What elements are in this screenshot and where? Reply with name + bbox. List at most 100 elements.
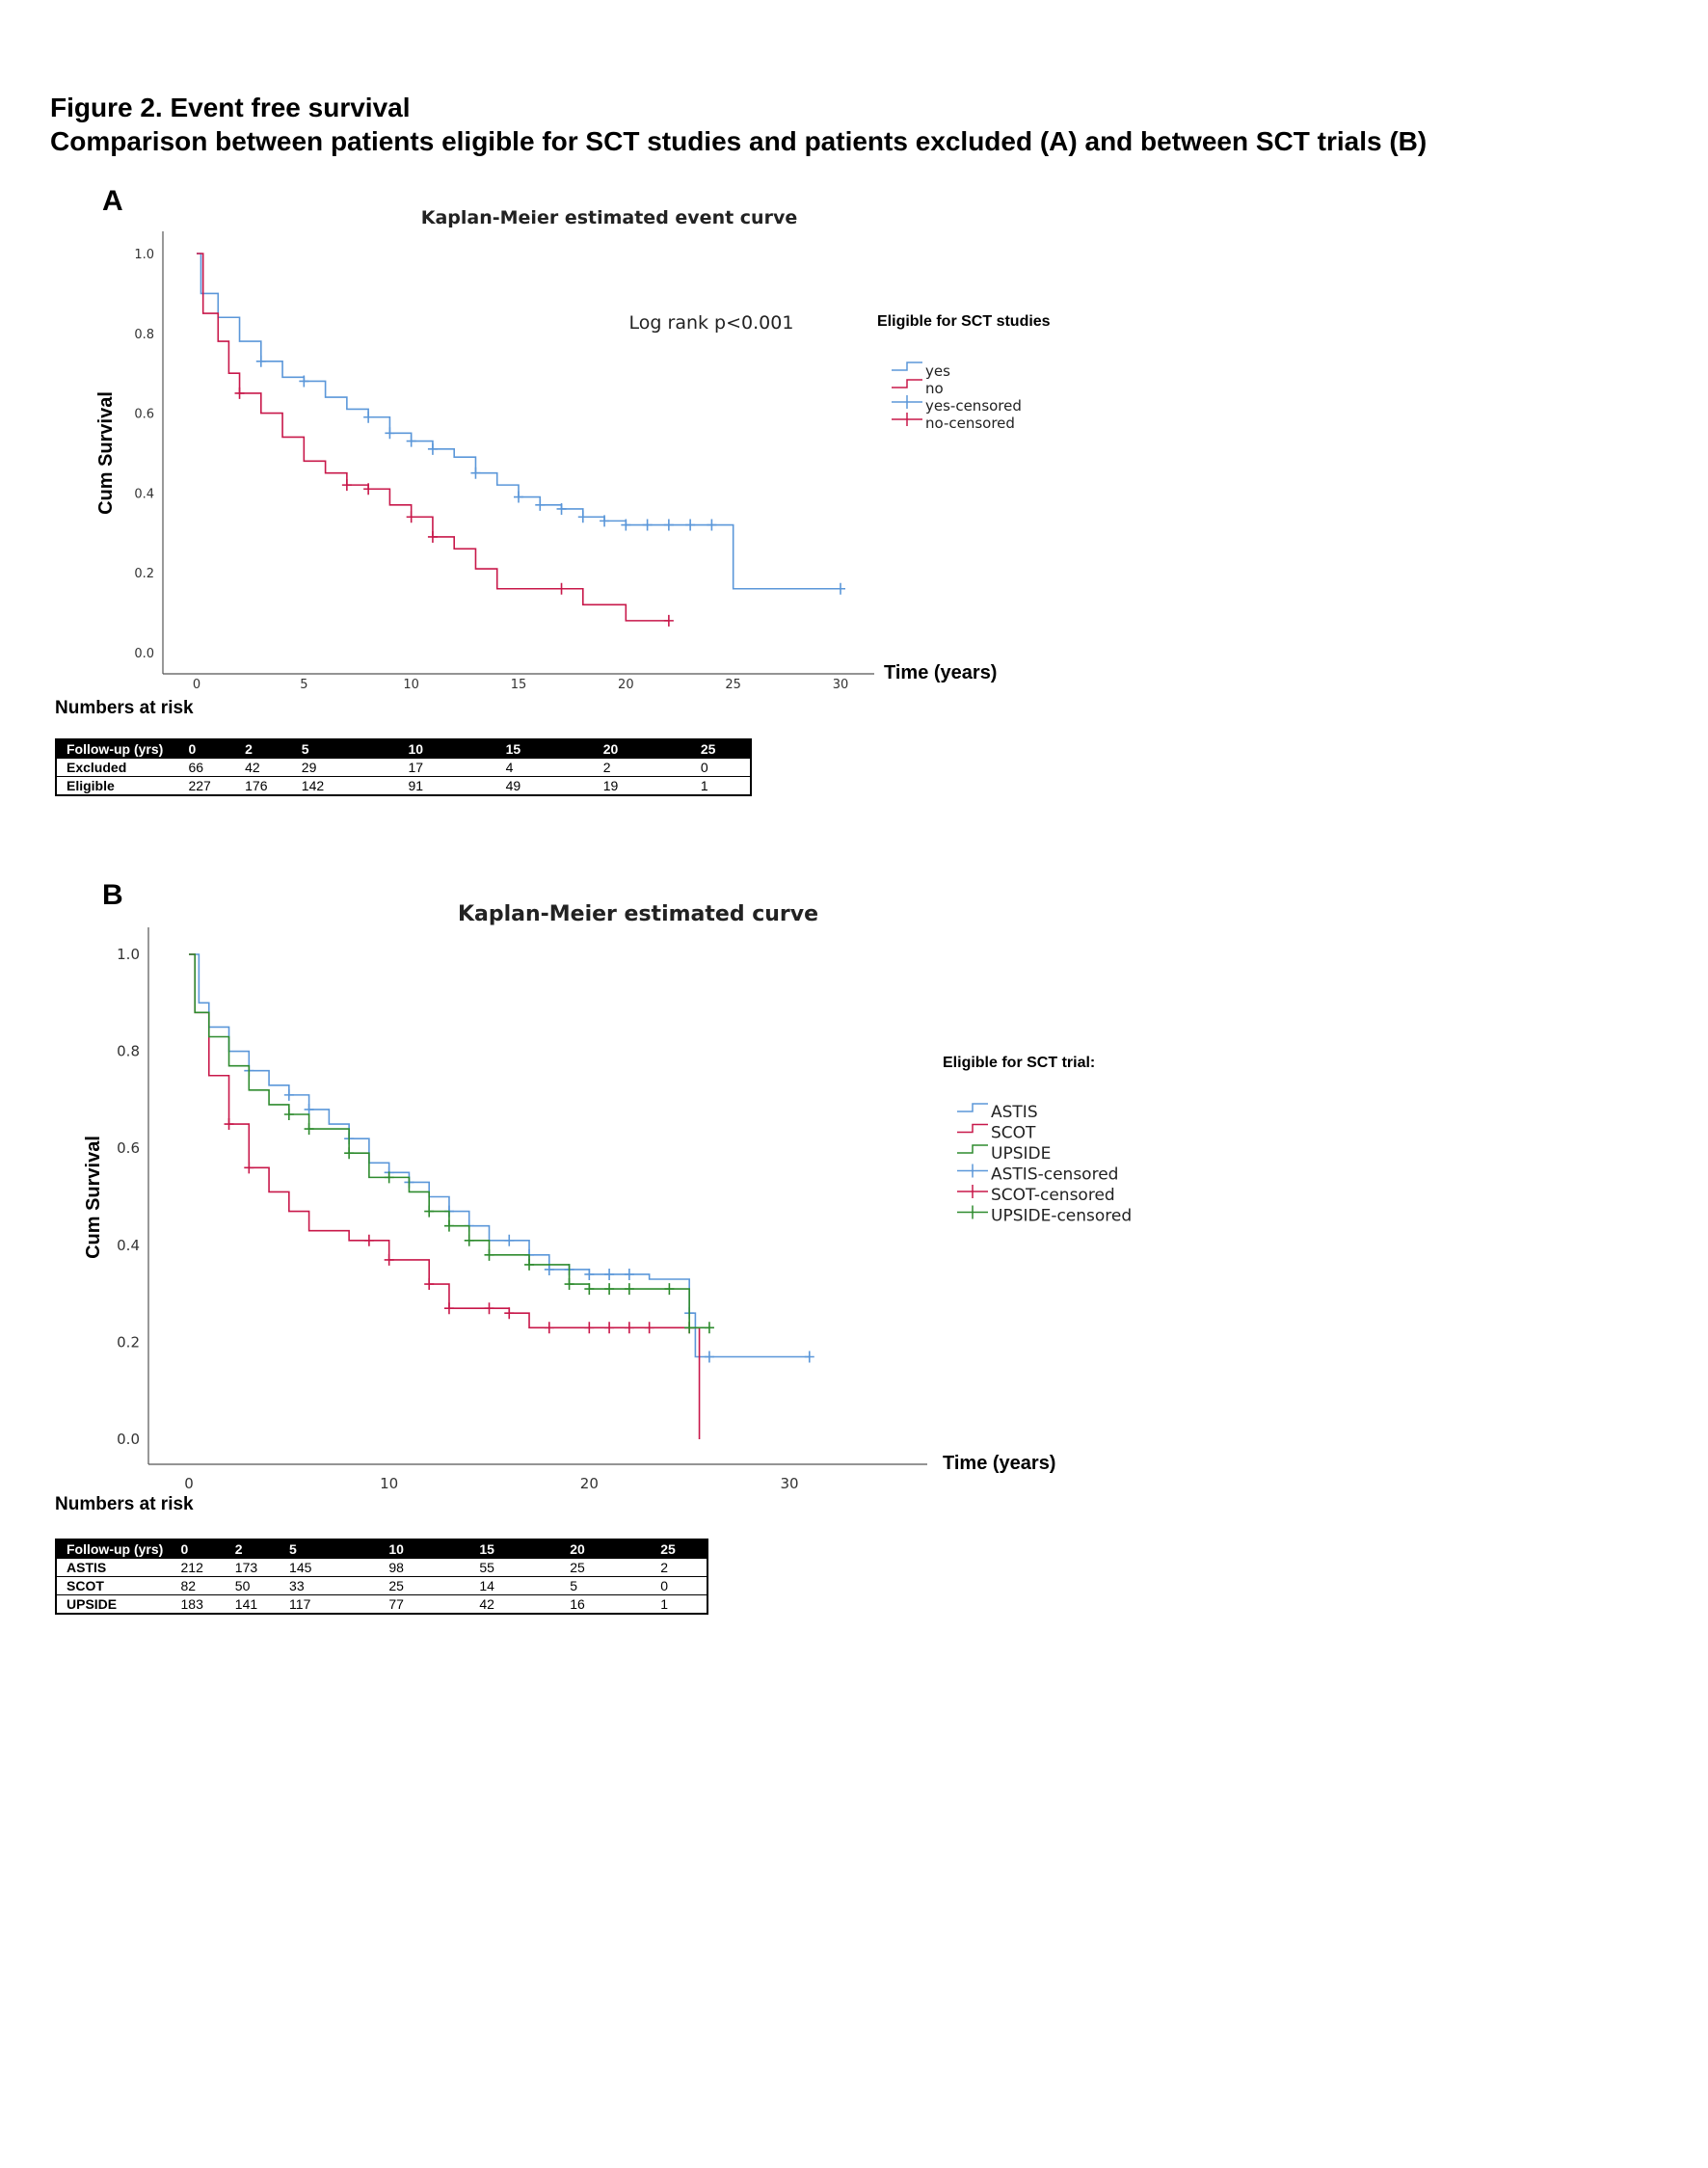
y-tick-label: 1.0 bbox=[117, 946, 140, 963]
table-cell: 20 bbox=[560, 1539, 652, 1559]
y-tick-label: 0.6 bbox=[117, 1139, 140, 1157]
panel-label-a: A bbox=[102, 185, 123, 217]
censor-mark-yes bbox=[556, 502, 567, 515]
table-row: UPSIDE 183 141 117 77 42 16 1 bbox=[56, 1594, 707, 1614]
table-header-row: Follow-up (yrs) 0 2 5 10 15 20 25 bbox=[56, 738, 751, 759]
table-cell: Follow-up (yrs) bbox=[56, 1539, 172, 1559]
censor-mark-yes bbox=[685, 519, 696, 531]
censor-mark-SCOT bbox=[244, 1162, 254, 1174]
censor-mark-SCOT bbox=[484, 1302, 494, 1315]
legend-item-yes-censored: yes-censored bbox=[925, 397, 1022, 415]
table-cell: 1 bbox=[651, 1594, 707, 1614]
legend-title: Eligible for SCT studies bbox=[877, 313, 1051, 330]
chart-title: Kaplan-Meier estimated event curve bbox=[421, 207, 797, 228]
y-tick-label: 0.6 bbox=[134, 408, 154, 422]
censor-mark-yes bbox=[470, 467, 481, 479]
censor-mark-SCOT bbox=[644, 1322, 654, 1334]
table-cell: 5 bbox=[280, 1539, 380, 1559]
censor-mark-ASTIS bbox=[544, 1263, 554, 1275]
censor-mark-UPSIDE bbox=[283, 1108, 294, 1120]
censor-mark-UPSIDE bbox=[344, 1147, 355, 1160]
censor-mark-ASTIS bbox=[704, 1351, 714, 1363]
table-cell: UPSIDE bbox=[56, 1594, 172, 1614]
legend-item-yes: yes bbox=[925, 362, 950, 380]
y-tick-label: 0.4 bbox=[134, 487, 154, 501]
legend-item-UPSIDE-censored: UPSIDE-censored bbox=[991, 1207, 1132, 1226]
y-tick-label: 0.4 bbox=[117, 1237, 140, 1254]
censor-mark-UPSIDE bbox=[424, 1205, 435, 1218]
censor-mark-yes bbox=[642, 519, 653, 531]
censor-mark-UPSIDE bbox=[564, 1278, 574, 1291]
table-cell: 0 bbox=[690, 758, 751, 777]
censor-mark-ASTIS bbox=[604, 1268, 615, 1280]
table-cell: ASTIS bbox=[56, 1558, 172, 1577]
table-cell: 15 bbox=[495, 738, 594, 759]
censor-mark-no bbox=[406, 511, 416, 523]
table-cell: 50 bbox=[225, 1576, 280, 1595]
table-header-row: Follow-up (yrs) 0 2 5 10 15 20 25 bbox=[56, 1539, 707, 1559]
censor-mark-yes bbox=[514, 491, 523, 503]
table-cell: 29 bbox=[291, 758, 399, 777]
censor-mark-yes bbox=[406, 435, 416, 447]
x-tick-label: 0 bbox=[184, 1475, 194, 1492]
censor-mark-no bbox=[234, 387, 245, 399]
table-cell: 141 bbox=[225, 1594, 280, 1614]
legend-line-icon bbox=[957, 1103, 988, 1112]
x-axis-label: Time (years) bbox=[884, 662, 997, 683]
legend-title: Eligible for SCT trial: bbox=[943, 1055, 1095, 1071]
censor-mark-ASTIS bbox=[804, 1351, 814, 1363]
table-cell: 1 bbox=[690, 776, 751, 795]
censor-mark-yes bbox=[577, 511, 588, 523]
y-tick-label: 1.0 bbox=[134, 248, 154, 262]
table-cell: 98 bbox=[379, 1558, 470, 1577]
legend-line-icon bbox=[957, 1123, 988, 1134]
table-cell: 25 bbox=[651, 1539, 707, 1559]
panel-label-b: B bbox=[102, 879, 123, 911]
numbers-at-risk-table: Follow-up (yrs) 0 2 5 10 15 20 25 Excluded 66 42 29… bbox=[55, 738, 752, 796]
table-cell: 33 bbox=[280, 1576, 380, 1595]
table-cell: 2 bbox=[225, 1539, 280, 1559]
censor-mark-no bbox=[341, 479, 352, 492]
table-row: SCOT 82 50 33 25 14 5 0 bbox=[56, 1576, 707, 1595]
censor-mark-SCOT bbox=[224, 1118, 234, 1131]
table-cell: 227 bbox=[178, 776, 236, 795]
table-cell: 25 bbox=[690, 738, 751, 759]
x-tick-label: 10 bbox=[380, 1475, 398, 1492]
legend-line-icon bbox=[892, 379, 922, 388]
table-cell: 49 bbox=[495, 776, 594, 795]
censor-mark-yes bbox=[427, 442, 438, 455]
censor-mark-yes bbox=[299, 375, 309, 388]
table-cell: 176 bbox=[235, 776, 292, 795]
censor-mark-UPSIDE bbox=[684, 1322, 695, 1334]
numbers-at-risk-label: Numbers at risk bbox=[55, 698, 194, 718]
censor-mark-UPSIDE bbox=[664, 1283, 675, 1296]
legend-item-SCOT-censored: SCOT-censored bbox=[991, 1186, 1115, 1205]
table-cell: Excluded bbox=[56, 758, 179, 777]
censor-mark-yes bbox=[836, 582, 845, 595]
x-axis-label: Time (years) bbox=[943, 1453, 1055, 1474]
censor-mark-ASTIS bbox=[584, 1268, 595, 1280]
table-cell: 5 bbox=[560, 1576, 652, 1595]
y-tick-label: 0.2 bbox=[134, 567, 154, 581]
censor-mark-no bbox=[663, 614, 674, 627]
censor-mark-no bbox=[363, 483, 374, 495]
table-cell: 91 bbox=[398, 776, 496, 795]
y-tick-label: 0.2 bbox=[117, 1333, 140, 1351]
censor-mark-yes bbox=[621, 519, 631, 531]
table-cell: 4 bbox=[495, 758, 594, 777]
x-tick-label: 0 bbox=[193, 678, 200, 692]
table-cell: 0 bbox=[171, 1539, 226, 1559]
table-cell: 42 bbox=[469, 1594, 561, 1614]
censor-mark-yes bbox=[255, 355, 266, 367]
log-rank-annotation: Log rank p<0.001 bbox=[629, 312, 794, 334]
table-cell: 15 bbox=[469, 1539, 561, 1559]
table-cell: 66 bbox=[178, 758, 236, 777]
table-cell: 77 bbox=[379, 1594, 470, 1614]
censor-mark-UPSIDE bbox=[443, 1219, 454, 1232]
numbers-at-risk-label: Numbers at risk bbox=[55, 1494, 194, 1514]
x-tick-label: 30 bbox=[833, 678, 849, 692]
legend-item-SCOT: SCOT bbox=[991, 1124, 1036, 1143]
legend-censor-icon bbox=[957, 1185, 988, 1198]
x-tick-label: 20 bbox=[618, 678, 634, 692]
